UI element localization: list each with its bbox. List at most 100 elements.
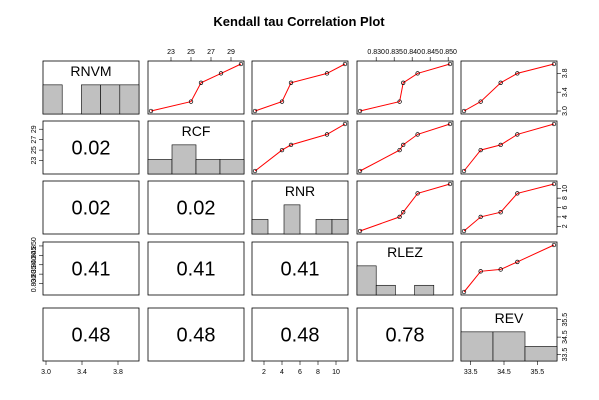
data-point <box>357 108 363 114</box>
histogram-bar <box>414 284 435 296</box>
panel-frame <box>42 120 140 175</box>
correlation-value: 0.02 <box>72 198 111 220</box>
variable-label-rev: REV <box>495 310 524 326</box>
panel-r3-c3: RLEZ <box>356 241 454 296</box>
panel-frame <box>42 307 140 362</box>
data-point <box>252 168 258 174</box>
panel-frame <box>147 307 245 362</box>
panel-r3-c2 <box>251 241 349 296</box>
tick-label: 3.8 <box>113 369 123 376</box>
tick-label: 4 <box>280 369 284 376</box>
data-point <box>288 80 294 85</box>
histogram-bar <box>219 159 245 175</box>
series-line <box>463 244 555 293</box>
panel-r1-c3 <box>356 120 454 175</box>
tick-label: 3.0 <box>562 106 569 116</box>
histogram-bar <box>171 144 197 175</box>
panel-frame <box>251 120 349 175</box>
tick-label: 3.4 <box>77 369 87 376</box>
tick-label: 23 <box>31 157 38 165</box>
histogram-bar <box>283 204 301 235</box>
tick-label: 0.835 <box>31 265 38 283</box>
series-line <box>254 123 346 172</box>
tick-label: 8 <box>316 369 320 376</box>
tick-label: 33.5 <box>562 348 569 362</box>
histogram-bar <box>42 84 63 115</box>
tick-label: 0.840 <box>31 256 38 274</box>
data-point <box>415 132 420 137</box>
series-line <box>463 63 555 112</box>
data-point <box>397 214 402 220</box>
tick-label: 29 <box>31 125 38 133</box>
correlation-value: 0.48 <box>177 325 216 347</box>
tick-label: 3.4 <box>562 87 569 97</box>
data-point <box>515 191 520 196</box>
correlation-value: 0.78 <box>386 325 425 347</box>
tick-label: 0.845 <box>31 246 38 264</box>
histogram-bar <box>375 284 396 296</box>
data-point <box>551 242 557 248</box>
tick-label: 8 <box>562 196 569 200</box>
tick-label: 29 <box>227 49 235 56</box>
panel-frame <box>356 180 454 235</box>
data-point <box>461 168 467 174</box>
series-line <box>359 183 451 232</box>
series-line <box>254 63 346 112</box>
data-point <box>447 121 453 127</box>
data-point <box>148 108 154 114</box>
histogram-bar <box>251 219 269 235</box>
data-point <box>288 142 294 148</box>
panel-r0-c1 <box>147 60 245 115</box>
tick-label: 6 <box>562 205 569 209</box>
data-point <box>478 147 483 153</box>
data-point <box>342 61 348 67</box>
panel-r4-c1 <box>147 307 245 362</box>
data-point <box>415 191 420 196</box>
tick-label: 0.835 <box>385 49 403 56</box>
tick-label: 34.5 <box>497 369 511 376</box>
histogram-bar <box>100 84 121 115</box>
data-point <box>478 269 483 274</box>
histogram-bar <box>356 265 377 296</box>
data-point <box>324 132 330 137</box>
data-point <box>415 71 420 76</box>
data-point <box>478 214 483 220</box>
panel-r0-c4 <box>460 60 558 115</box>
series-line <box>150 63 242 112</box>
correlation-value: 0.48 <box>281 325 320 347</box>
tick-label: 35.5 <box>531 369 545 376</box>
panel-frame <box>460 60 558 115</box>
tick-label: 33.5 <box>464 369 478 376</box>
data-point <box>252 108 258 114</box>
panel-r1-c1: RCF <box>147 120 245 175</box>
chart-title: Kendall tau Correlation Plot <box>213 14 385 29</box>
histogram-bar <box>315 219 333 235</box>
data-point <box>447 181 453 187</box>
data-point <box>447 61 453 67</box>
variable-label-rnr: RNR <box>285 183 315 199</box>
tick-label: 4 <box>562 215 569 219</box>
tick-label: 23 <box>167 49 175 56</box>
histogram-bar <box>524 346 558 362</box>
data-point <box>397 147 402 153</box>
correlation-value: 0.48 <box>72 325 111 347</box>
panel-r4-c4: REV <box>460 307 558 362</box>
panel-r1-c0 <box>42 120 140 175</box>
tick-label: 0.850 <box>31 237 38 255</box>
panel-r2-c1 <box>147 180 245 235</box>
data-point <box>551 121 557 127</box>
panel-r0-c2 <box>251 60 349 115</box>
panel-frame <box>42 241 140 296</box>
data-point <box>188 99 194 104</box>
series-line <box>359 123 451 172</box>
panel-frame <box>147 241 245 296</box>
panel-frame <box>147 60 245 115</box>
panel-frame <box>251 241 349 296</box>
tick-label: 10 <box>332 369 340 376</box>
data-point <box>515 71 520 76</box>
histogram-bar <box>195 159 221 175</box>
histogram-bar <box>460 331 494 362</box>
panel-r3-c1 <box>147 241 245 296</box>
histogram-bar <box>331 219 349 235</box>
